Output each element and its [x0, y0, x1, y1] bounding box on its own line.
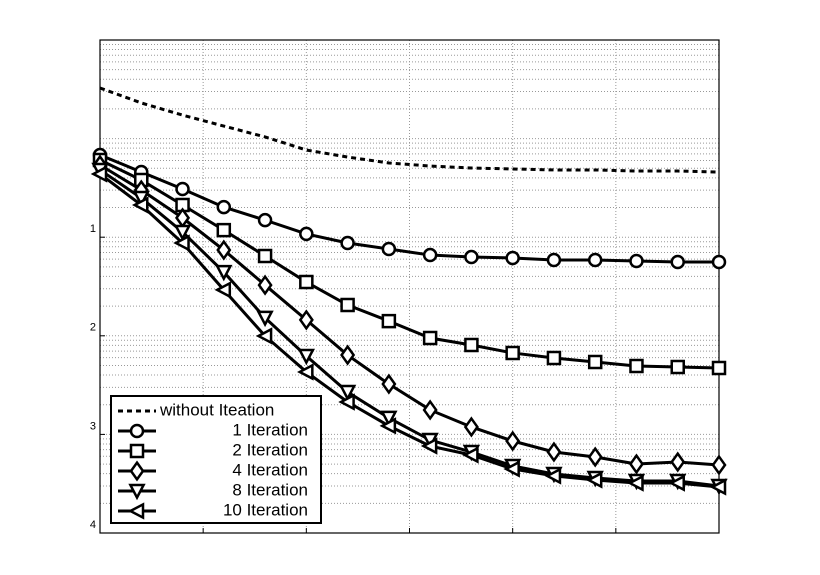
marker: [175, 197, 190, 213]
marker: [255, 327, 273, 345]
marker: [173, 224, 192, 242]
marker: [297, 363, 314, 381]
marker: [629, 358, 644, 374]
marker: [379, 417, 397, 435]
marker: [503, 460, 520, 478]
marker: [299, 226, 314, 242]
plot-frame: [99, 39, 720, 534]
legend-label: 8 Iteration: [232, 480, 308, 499]
marker: [420, 437, 438, 455]
marker: [505, 430, 521, 452]
series-line: [99, 158, 720, 370]
marker: [256, 310, 274, 328]
marker: [587, 252, 603, 268]
marker: [709, 478, 727, 496]
legend-label: without Iteation: [159, 400, 274, 419]
marker: [257, 212, 273, 228]
marker: [340, 235, 355, 251]
series-line: [99, 163, 720, 467]
marker: [464, 249, 479, 265]
marker: [585, 471, 603, 489]
marker: [422, 247, 438, 263]
marker: [216, 239, 232, 261]
marker: [298, 309, 314, 331]
marker: [340, 297, 355, 313]
marker: [587, 354, 603, 370]
marker: [422, 330, 438, 346]
y-tick-label: 2: [90, 322, 96, 334]
marker: [505, 250, 520, 266]
series-line: [99, 168, 720, 488]
marker: [175, 181, 190, 197]
marker: [628, 453, 645, 475]
series-line: [99, 153, 719, 264]
legend-label: 4 Iteration: [232, 460, 308, 479]
marker: [587, 446, 603, 468]
marker: [257, 248, 273, 264]
marker: [422, 399, 438, 421]
marker: [131, 196, 149, 214]
marker: [546, 252, 562, 268]
marker: [546, 350, 562, 366]
marker: [338, 384, 357, 402]
marker: [129, 443, 145, 459]
y-tick-label: 4: [90, 519, 96, 531]
marker: [505, 345, 520, 361]
marker: [215, 264, 233, 282]
marker: [127, 502, 145, 520]
marker: [464, 337, 479, 353]
marker: [711, 360, 727, 376]
series-line: [99, 86, 720, 174]
marker: [670, 451, 686, 473]
marker: [129, 423, 145, 439]
marker: [257, 274, 273, 296]
marker: [132, 190, 150, 208]
y-tick-label: 1: [90, 223, 96, 235]
y-tick-label: 3: [90, 420, 96, 432]
marker: [544, 467, 562, 485]
marker: [381, 373, 397, 395]
marker: [381, 241, 397, 257]
marker: [462, 446, 479, 464]
marker: [380, 410, 398, 428]
marker: [627, 474, 644, 492]
marker: [670, 254, 685, 270]
series-line: [99, 172, 720, 489]
marker: [711, 254, 727, 270]
marker: [629, 253, 644, 269]
marker: [381, 313, 397, 329]
marker: [216, 199, 232, 215]
legend-box: [110, 395, 322, 524]
marker: [463, 416, 479, 438]
marker: [90, 165, 108, 183]
marker: [546, 441, 562, 463]
legend-label: 1 Iteration: [232, 420, 308, 439]
marker: [340, 344, 356, 366]
marker: [216, 222, 232, 238]
marker: [173, 234, 190, 252]
marker: [299, 274, 314, 290]
marker: [214, 281, 232, 299]
marker: [338, 393, 355, 411]
marker: [711, 454, 727, 476]
legend-label: 2 Iteration: [232, 440, 308, 459]
marker: [297, 348, 315, 366]
marker: [668, 474, 685, 492]
marker: [670, 359, 685, 375]
marker: [129, 460, 145, 482]
legend-label: 10 Iteration: [223, 500, 308, 519]
marker: [128, 483, 146, 501]
